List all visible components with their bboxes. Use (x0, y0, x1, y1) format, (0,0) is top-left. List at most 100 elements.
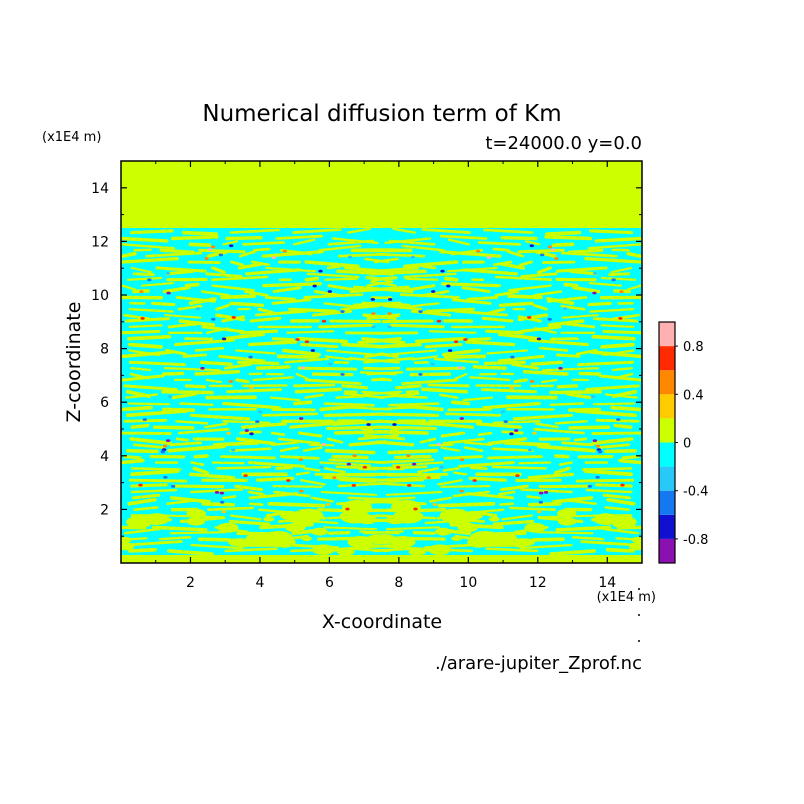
field-streak (288, 307, 338, 313)
field-extreme (211, 317, 216, 321)
field-streak (527, 472, 575, 480)
field-streak (325, 472, 385, 477)
field-blob (628, 542, 642, 551)
field-blob (631, 536, 642, 543)
field-streak (575, 348, 598, 356)
field-blob (467, 536, 492, 548)
field-streak (353, 285, 414, 294)
field-extreme (432, 503, 438, 506)
field-streak (127, 497, 157, 506)
field-streak (500, 235, 538, 241)
field-extreme (447, 349, 453, 352)
field-extreme (539, 253, 545, 257)
field-streak (382, 304, 423, 311)
field-streak (518, 260, 533, 267)
field-blob (336, 547, 355, 556)
field-streak (158, 535, 192, 541)
field-streak (427, 383, 470, 388)
field-streak (626, 251, 642, 258)
field-streak (125, 389, 151, 399)
field-streak (424, 343, 463, 349)
field-extreme (527, 316, 532, 319)
field-extreme (411, 462, 417, 466)
field-extreme (592, 291, 597, 295)
field-blob (340, 509, 370, 524)
field-extreme (371, 312, 376, 315)
field-extreme (219, 500, 225, 504)
field-streak (429, 496, 452, 503)
field-streak (424, 520, 450, 525)
field-extreme (509, 432, 514, 436)
field-extreme (140, 316, 145, 320)
field-streak (262, 412, 319, 417)
field-streak (480, 388, 538, 394)
field-streak (378, 412, 440, 417)
colorbar-swatch (659, 538, 675, 563)
field-streak (418, 290, 450, 298)
field-streak (175, 437, 190, 442)
y-tick-label: 2 (100, 502, 109, 518)
field-streak (447, 238, 471, 246)
field-extreme (166, 291, 171, 295)
field-extreme (248, 355, 253, 359)
field-streak (240, 422, 288, 429)
field-streak (264, 295, 297, 301)
colorbar-swatch (659, 466, 675, 491)
field-streak (563, 282, 579, 288)
field-streak (129, 229, 174, 235)
field-streak (247, 340, 298, 347)
field-streak (252, 376, 294, 382)
field-streak (323, 402, 375, 407)
field-streak (155, 266, 207, 273)
field-streak (497, 354, 545, 363)
field-streak (121, 243, 175, 250)
field-streak (218, 354, 266, 363)
field-streak (201, 325, 245, 334)
field-streak (392, 227, 416, 234)
field-streak (162, 407, 196, 412)
field-streak (583, 469, 633, 477)
field-streak (205, 378, 223, 384)
field-streak (457, 461, 515, 468)
field-streak (561, 441, 594, 447)
field-streak (388, 402, 440, 407)
field-streak (394, 454, 432, 460)
field-streak (300, 478, 326, 486)
x-tick-label: 12 (529, 575, 547, 591)
field-streak (568, 425, 611, 430)
field-streak (248, 502, 264, 506)
field-extreme (587, 484, 593, 488)
field-streak (512, 413, 574, 421)
field-streak (242, 241, 286, 246)
field-streak (128, 478, 188, 483)
field-extreme (351, 483, 357, 487)
field-extreme (446, 284, 451, 288)
field-streak (369, 280, 397, 287)
field-streak (273, 490, 311, 498)
field-streak (567, 248, 604, 254)
field-streak (365, 276, 392, 282)
field-streak (604, 448, 637, 454)
field-extreme (475, 249, 481, 253)
field-streak (247, 490, 265, 496)
field-extreme (321, 442, 327, 446)
field-streak (123, 527, 161, 535)
field-streak (498, 332, 541, 341)
field-streak (494, 290, 519, 297)
field-streak (164, 314, 202, 319)
field-extreme (165, 439, 171, 443)
field-streak (271, 298, 312, 305)
field-streak (128, 349, 161, 357)
field-streak (229, 301, 265, 307)
field-streak (238, 250, 257, 258)
field-streak (249, 316, 282, 323)
field-streak (132, 272, 155, 277)
field-streak (282, 348, 321, 357)
field-streak (132, 443, 165, 449)
field-blob (435, 527, 452, 536)
field-extreme (221, 337, 227, 341)
field-extreme (453, 340, 459, 344)
field-streak (415, 336, 467, 344)
field-streak (130, 467, 182, 471)
field-streak (572, 285, 601, 294)
